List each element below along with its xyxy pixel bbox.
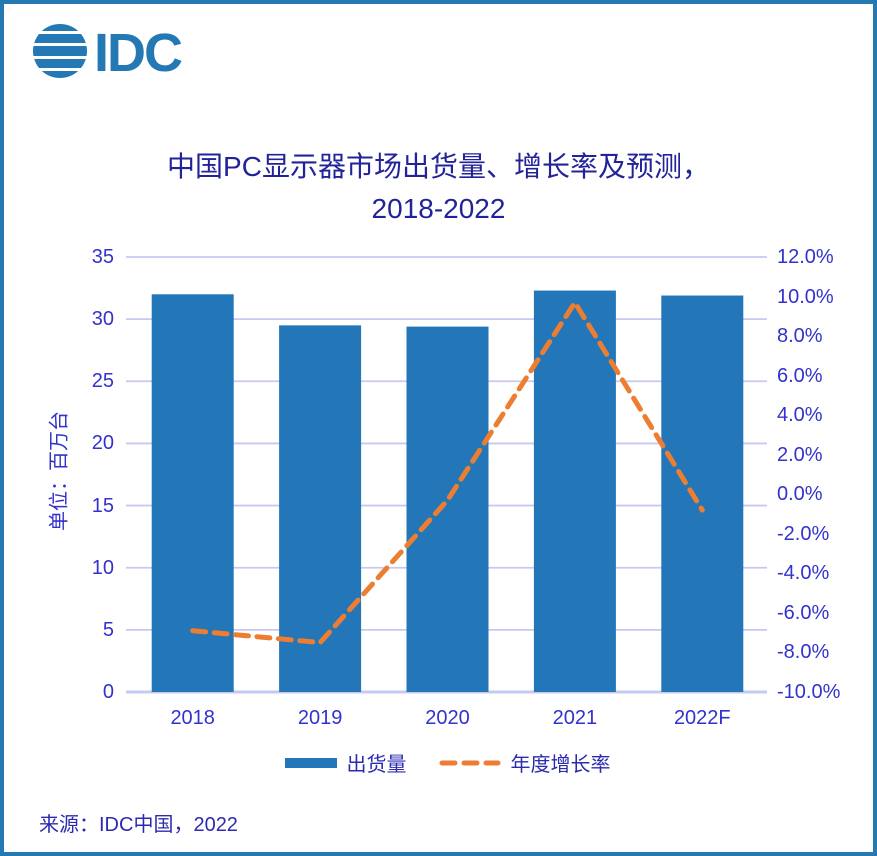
idc-logo-text: IDC (94, 23, 182, 82)
bar-2019 (279, 325, 362, 692)
right-axis-tick: -6.0% (777, 601, 830, 624)
left-axis-tick: 10 (91, 556, 114, 579)
right-axis-tick: 2.0% (777, 443, 823, 466)
x-axis-label: 2021 (552, 707, 598, 729)
bar-2021 (533, 290, 616, 692)
left-axis-tick: 0 (102, 681, 114, 703)
chart-legend: 出货量 年度增长率 (129, 748, 766, 777)
bar-2020 (406, 326, 489, 692)
idc-logo: IDC (32, 20, 232, 87)
bar-2018 (151, 294, 234, 692)
left-axis-tick: 25 (91, 370, 114, 393)
bar-2022F (661, 295, 744, 692)
left-axis-title: 单位：百万台 (48, 411, 71, 531)
legend-item-shipments: 出货量 (284, 748, 407, 777)
bar-swatch (284, 757, 337, 768)
x-axis-label: 2022F (673, 707, 731, 729)
legend-label-shipments: 出货量 (346, 754, 407, 776)
left-axis-tick: 35 (91, 246, 114, 268)
growth-swatch-icon (439, 760, 500, 765)
right-axis-tick: 6.0% (777, 364, 823, 387)
left-axis-tick: 15 (91, 494, 114, 517)
right-axis-tick: -2.0% (777, 522, 830, 545)
left-axis-tick: 5 (102, 618, 114, 641)
chart-plot-svg (126, 256, 767, 694)
idc-logo-svg: IDC (33, 23, 184, 83)
chart-title-line1: 中国PC显示器市场出货量、增长率及预测， (167, 151, 710, 182)
right-axis-tick: 4.0% (777, 404, 823, 427)
right-axis-tick: 10.0% (777, 285, 834, 308)
chart-title: 中国PC显示器市场出货量、增长率及预测， 2018-2022 (4, 146, 873, 230)
right-axis-tick: 0.0% (777, 483, 823, 506)
x-axis-label: 2019 (297, 707, 343, 729)
right-axis-tick: -10.0% (777, 681, 841, 703)
chart-area: 35 30 25 20 15 10 5 0 12.0% 10.0% 8.0% 6.0% 4.0% 2.0%… (4, 4, 873, 852)
right-axis-tick: -8.0% (777, 641, 830, 664)
legend-item-growth: 年度增长率 (439, 748, 611, 777)
growth-line (190, 300, 705, 646)
right-axis-tick: -4.0% (777, 562, 830, 585)
shipments-swatch-icon (284, 757, 337, 768)
chart-title-line2: 2018-2022 (371, 193, 506, 224)
x-axis-label: 2018 (170, 707, 215, 729)
left-axis-tick: 20 (91, 432, 114, 455)
x-axis-label: 2020 (425, 707, 470, 729)
left-axis-tick: 30 (91, 308, 114, 331)
right-axis-tick: 8.0% (777, 325, 823, 348)
idc-globe-icon (33, 24, 87, 78)
source-note: 来源：IDC中国，2022 (39, 814, 238, 836)
legend-label-growth: 年度增长率 (510, 754, 611, 776)
right-axis-tick: 12.0% (777, 246, 834, 268)
